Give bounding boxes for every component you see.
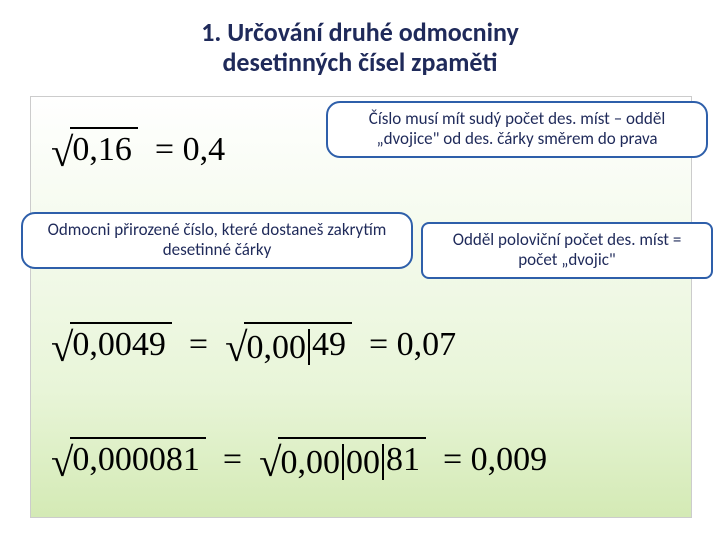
callout-even-digits: Číslo musí mít sudý počet des. míst – od… [326, 101, 708, 158]
eq3-group-b: 00 [346, 444, 380, 481]
slide-title: 1. Určování druhé odmocniny desetinných … [70, 18, 650, 78]
title-line2: desetinných čísel zpaměti [222, 46, 497, 78]
content-area: Číslo musí mít sudý počet des. míst – od… [30, 96, 692, 518]
title-box: 1. Určování druhé odmocniny desetinných … [50, 10, 670, 86]
equation-2: √0,0049 = √0,0049 = 0,07 [51, 322, 456, 371]
title-line1: 1. Určování druhé odmocniny [201, 16, 519, 48]
callout-half-places: Odděl poloviční počet des. míst = počet … [421, 222, 713, 279]
equation-3: √0,000081 = √0,000081 = 0,009 [51, 437, 547, 486]
callout-natural-number: Odmocni přirozené číslo, které dostaneš … [21, 212, 413, 269]
eq2-result: 0,07 [397, 326, 457, 363]
eq2-group-b: 49 [312, 326, 346, 363]
eq1-result: 0,4 [183, 131, 226, 168]
eq1-radicand: 0,16 [70, 127, 138, 169]
eq2-radicand1: 0,0049 [70, 322, 172, 364]
slide: 1. Určování druhé odmocniny desetinných … [0, 0, 720, 540]
eq3-radicand1: 0,000081 [70, 437, 206, 479]
equation-1: √0,16 = 0,4 [51, 127, 225, 176]
eq3-group-c: 81 [386, 441, 420, 478]
eq3-result: 0,009 [471, 441, 548, 478]
eq3-group-a: 0,00 [280, 444, 340, 481]
eq2-group-a: 0,00 [246, 329, 306, 366]
